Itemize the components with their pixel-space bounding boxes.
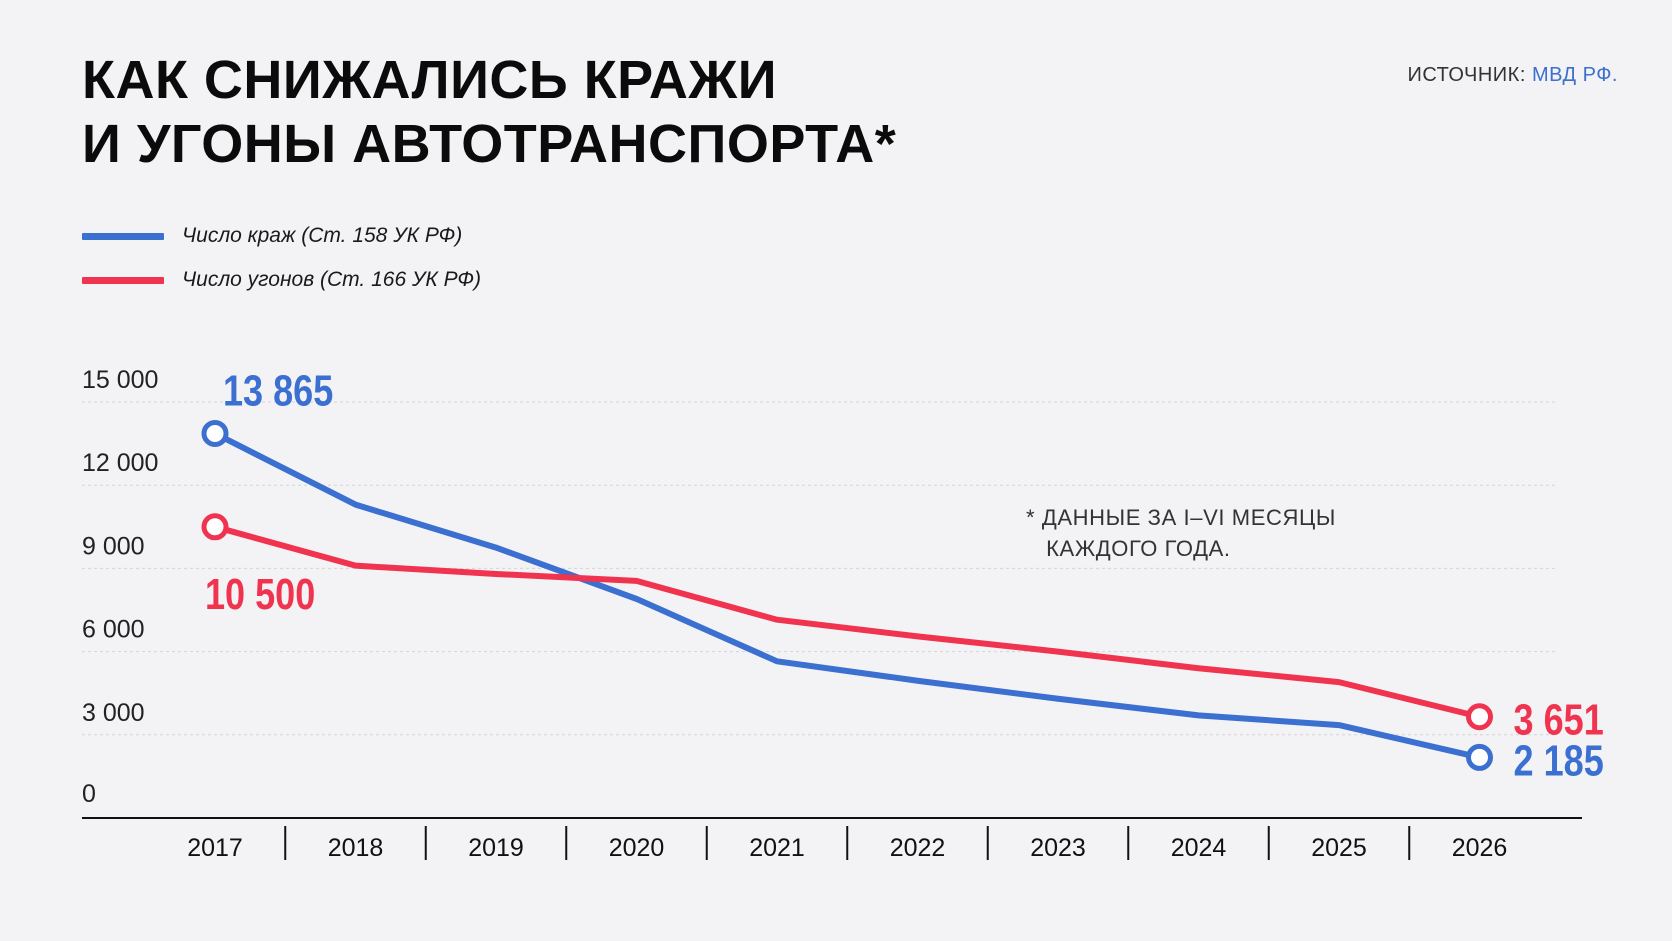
source-name: МВД РФ. — [1531, 64, 1618, 86]
x-tick-label-2017: 2017 — [187, 834, 243, 862]
x-tick-label-2018: 2018 — [328, 834, 384, 862]
data-point-hijackings-2017 — [201, 513, 229, 541]
y-tick-label-0: 0 — [82, 780, 96, 808]
legend-item-hijackings: Число угонов (Ст. 166 УК РФ) — [82, 258, 481, 302]
chart-title: КАК СНИЖАЛИСЬ КРАЖИ И УГОНЫ АВТОТРАНСПОР… — [82, 48, 896, 176]
x-tick-label-2020: 2020 — [609, 834, 665, 862]
data-label-hijackings-2026: 3 651 — [1514, 695, 1604, 744]
y-tick-label-3000: 3 000 — [82, 699, 145, 727]
source-credit: ИСТОЧНИК: МВД РФ. — [1407, 64, 1618, 87]
footnote: * ДАННЫЕ ЗА I–VI МЕСЯЦЫ КАЖДОГО ГОДА. — [1026, 502, 1336, 564]
chart-title-line-2: И УГОНЫ АВТОТРАНСПОРТА* — [82, 114, 897, 174]
y-tick-label-15000: 15 000 — [82, 366, 158, 394]
legend-label-thefts: Число краж (Ст. 158 УК РФ) — [182, 224, 463, 247]
chart-legend: Число краж (Ст. 158 УК РФ) Число угонов … — [82, 214, 481, 302]
footnote-line-2: КАЖДОГО ГОДА. — [1046, 536, 1231, 561]
data-label-thefts-2026: 2 185 — [1514, 736, 1604, 785]
y-tick-label-9000: 9 000 — [82, 532, 145, 560]
x-tick-label-2024: 2024 — [1171, 834, 1227, 862]
y-tick-label-6000: 6 000 — [82, 616, 145, 644]
data-point-hijackings-2026 — [1466, 703, 1493, 731]
series-line-hijackings — [212, 523, 1483, 720]
data-label-thefts-2017: 13 865 — [223, 366, 333, 415]
y-tick-label-12000: 12 000 — [82, 449, 158, 477]
source-label: ИСТОЧНИК: — [1407, 64, 1526, 86]
x-tick-label-2022: 2022 — [890, 834, 946, 862]
legend-swatch-hijackings — [82, 276, 164, 284]
data-label-hijackings-2017: 10 500 — [205, 569, 315, 618]
data-point-thefts-2026 — [1466, 743, 1493, 771]
data-point-thefts-2017 — [201, 419, 229, 447]
x-tick-label-2025: 2025 — [1311, 834, 1367, 862]
x-tick-label-2026: 2026 — [1452, 834, 1508, 862]
series-line-thefts — [212, 430, 1483, 761]
x-tick-label-2019: 2019 — [468, 834, 524, 862]
legend-swatch-thefts — [82, 232, 164, 240]
legend-item-thefts: Число краж (Ст. 158 УК РФ) — [82, 214, 481, 258]
legend-label-hijackings: Число угонов (Ст. 166 УК РФ) — [182, 268, 482, 291]
chart-title-line-1: КАК СНИЖАЛИСЬ КРАЖИ — [82, 50, 778, 110]
x-tick-label-2023: 2023 — [1030, 834, 1086, 862]
footnote-line-1: * ДАННЫЕ ЗА I–VI МЕСЯЦЫ — [1026, 505, 1336, 530]
x-tick-label-2021: 2021 — [749, 834, 805, 862]
